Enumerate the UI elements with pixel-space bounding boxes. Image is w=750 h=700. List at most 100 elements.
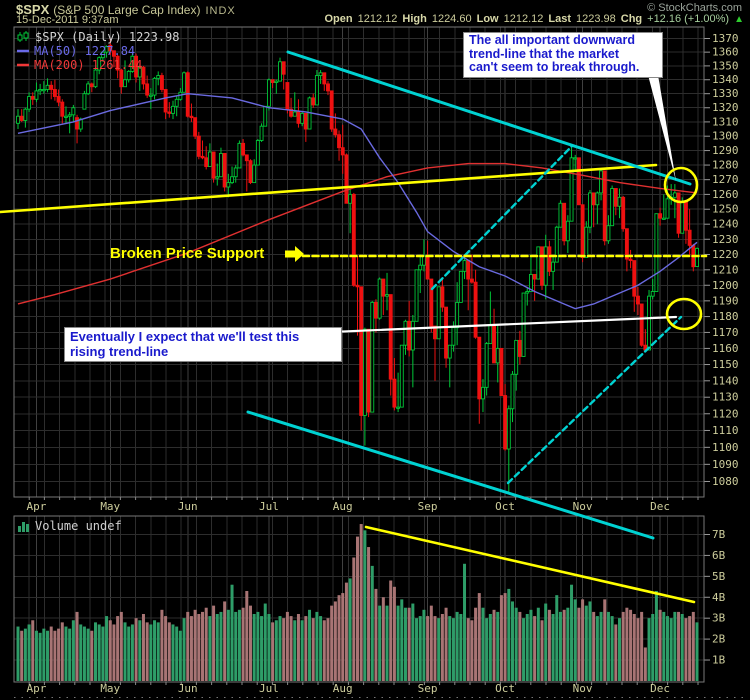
volume-bar	[197, 613, 201, 681]
volume-bar	[333, 601, 337, 681]
support-arrow-icon	[285, 246, 304, 262]
open-value: 1212.12	[357, 13, 398, 25]
candle-body	[16, 115, 20, 124]
candle-body	[495, 347, 500, 364]
volume-bar	[448, 616, 452, 681]
volume-bar	[97, 624, 101, 681]
legend-ma50: MA(50) 1227.84	[17, 44, 135, 58]
candle-body	[326, 83, 330, 92]
candle-body	[285, 82, 290, 110]
month-label: Oct	[495, 500, 515, 513]
candle-body	[499, 347, 504, 397]
candle-body	[351, 193, 356, 286]
candle-body	[403, 320, 408, 346]
volume-bar	[186, 611, 190, 681]
candle-body	[97, 57, 102, 71]
volume-bar	[411, 603, 415, 681]
price-axis-label: 1350	[712, 59, 739, 72]
price-axis-label: 1160	[712, 342, 739, 355]
candle-body	[134, 55, 139, 78]
volume-bar	[518, 611, 522, 681]
volume-bar	[440, 613, 444, 681]
volume-bar	[647, 618, 651, 681]
price-axis-label: 1110	[712, 424, 739, 437]
price-axis-label: 1290	[712, 144, 739, 157]
annotation-line: Eventually I expect that we'll test this	[70, 329, 300, 344]
candle-body	[137, 66, 142, 78]
candle-body	[344, 154, 349, 204]
candlestick-icon	[17, 31, 29, 42]
volume-bar	[577, 607, 581, 681]
candle-body	[414, 269, 419, 322]
candle-body	[130, 55, 135, 72]
month-label: Jul	[259, 682, 279, 695]
candle-body	[565, 220, 570, 242]
volume-bar	[20, 630, 24, 681]
candle-body	[230, 176, 234, 184]
price-axis-label: 1190	[712, 294, 739, 307]
candle-body	[388, 294, 393, 380]
candle-body	[340, 147, 345, 156]
candle-body	[665, 198, 670, 219]
price-axis-label: 1080	[712, 475, 739, 488]
candle-body	[680, 201, 685, 234]
volume-bar	[415, 618, 419, 681]
volume-bar	[536, 607, 540, 681]
chart-datetime: 15-Dec-2011 9:37am	[16, 14, 119, 26]
candle-body	[399, 344, 404, 408]
candle-body	[569, 157, 574, 222]
volume-axis-label: 4B	[712, 591, 726, 604]
candle-body	[410, 320, 415, 351]
volume-bar	[260, 616, 264, 681]
candle-body	[337, 134, 341, 149]
candle-body	[100, 51, 105, 59]
candle-body	[621, 196, 626, 230]
volume-bar	[658, 609, 662, 681]
volume-bar	[466, 618, 470, 681]
candle-body	[159, 75, 164, 90]
price-axis-label: 1360	[712, 46, 739, 59]
volume-bar	[610, 616, 614, 681]
volume-bar	[296, 613, 300, 681]
candle-body	[322, 72, 327, 85]
cyan-dashed-line-1	[430, 144, 574, 291]
volume-bar	[592, 611, 596, 681]
quote-row: Open 1212.12 High 1224.60 Low 1212.12 La…	[324, 13, 744, 25]
candle-body	[119, 69, 124, 88]
candle-body	[211, 151, 216, 179]
candle-body	[636, 295, 640, 305]
candle-body	[370, 301, 375, 413]
candle-body	[174, 98, 179, 107]
volume-bar	[459, 613, 463, 681]
month-label: Sep	[418, 500, 438, 513]
candle-body	[525, 291, 530, 294]
price-axis-label: 1180	[712, 310, 739, 323]
volume-bar	[507, 588, 511, 681]
volume-bar	[533, 616, 537, 681]
price-axis-label: 1300	[712, 130, 739, 143]
volume-bar	[71, 620, 75, 681]
high-label: High	[402, 13, 427, 25]
volume-bar	[669, 618, 673, 681]
candle-body	[628, 258, 633, 262]
candle-body	[167, 111, 172, 114]
volume-bar	[93, 622, 97, 681]
volume-bar	[282, 618, 286, 681]
candle-body	[455, 301, 460, 329]
volume-bar	[248, 605, 252, 681]
volume-bar	[654, 590, 658, 681]
volume-bar	[330, 605, 334, 681]
legend-ma200: MA(200) 1261.44	[17, 58, 142, 72]
volume-bar	[499, 595, 503, 681]
candle-body	[687, 229, 692, 246]
candle-body	[200, 155, 205, 159]
annotation-line: rising trend-line	[70, 344, 169, 359]
candle-body	[458, 270, 463, 303]
candle-body	[82, 93, 87, 110]
volume-bar	[547, 609, 551, 681]
candle-body	[296, 111, 301, 124]
volume-bar	[595, 616, 599, 681]
candle-body	[484, 343, 489, 388]
candle-body	[606, 225, 611, 242]
